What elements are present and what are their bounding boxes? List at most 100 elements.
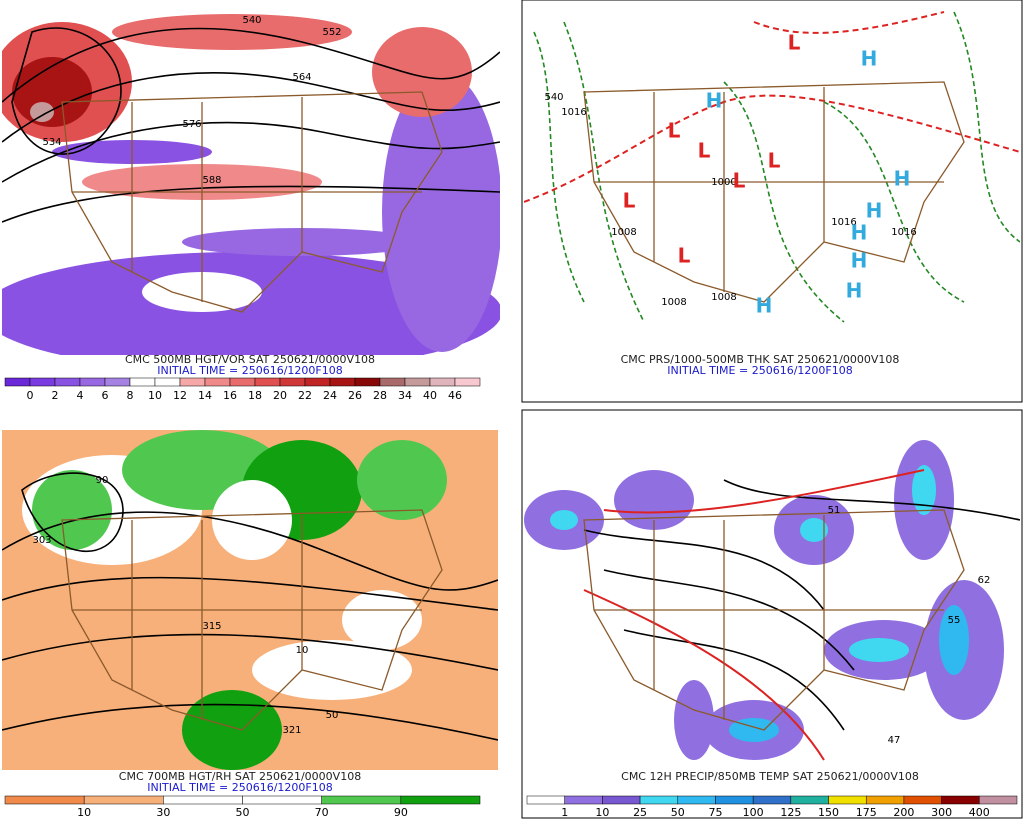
field-area	[550, 510, 578, 530]
pressure-center: L	[678, 244, 691, 268]
colorbar-box	[379, 377, 406, 387]
colorbar-box	[4, 377, 31, 387]
map-panel: 51 47 62 55	[524, 430, 1020, 770]
contour	[2, 576, 498, 611]
contour-label: 50	[326, 710, 339, 721]
pressure-center: H	[851, 249, 868, 273]
colorbar-box	[229, 377, 256, 387]
contour-label: 1016	[831, 217, 856, 228]
colorbar-label: 175	[856, 806, 877, 819]
colorbar-box	[54, 377, 81, 387]
pressure-center: L	[768, 149, 781, 173]
colorbar-box	[104, 377, 131, 387]
colorbar-label: 14	[198, 389, 212, 402]
field-area	[939, 605, 969, 675]
contour-label: 51	[828, 505, 841, 516]
colorbar-label: 400	[969, 806, 990, 819]
colorbar-box	[941, 795, 980, 805]
pressure-center: H	[894, 167, 911, 191]
contour-label: 1016	[561, 107, 586, 118]
colorbar-box	[903, 795, 942, 805]
colorbar-box	[79, 377, 106, 387]
contour-label: 303	[32, 535, 51, 546]
colorbar-box	[83, 795, 164, 805]
colorbar-box	[29, 377, 56, 387]
borders	[583, 81, 965, 303]
colorbar-label: 90	[394, 806, 408, 819]
contour-label: 90	[96, 475, 109, 486]
colorbar-label: 50	[671, 806, 685, 819]
colorbar-label: 18	[248, 389, 262, 402]
contour	[2, 121, 500, 183]
colorbar-label: 10	[595, 806, 609, 819]
field-area	[382, 72, 500, 352]
contour	[2, 27, 500, 103]
map-panel: 303 315 321 50 90 10	[2, 430, 498, 770]
contour	[2, 185, 500, 223]
borders	[61, 91, 443, 313]
colorbar-label: 50	[236, 806, 250, 819]
map-content: 552 540 564 576 588 534	[2, 12, 500, 355]
pressure-center: L	[788, 31, 801, 55]
colorbar-label: 30	[156, 806, 170, 819]
pressure-center: H	[866, 199, 883, 223]
contour-label: 564	[292, 72, 311, 83]
initial-time: INITIAL TIME = 250616/1200F108	[147, 781, 332, 794]
contour-label: 47	[888, 735, 901, 746]
contour	[21, 472, 124, 553]
colorbar-label: 8	[127, 389, 134, 402]
colorbar-label: 26	[348, 389, 362, 402]
contour-label: 576	[182, 119, 201, 130]
field-area	[800, 518, 828, 542]
colorbar-box	[526, 795, 565, 805]
colorbar-label: 70	[315, 806, 329, 819]
colorbar-box	[454, 377, 481, 387]
contour	[723, 81, 845, 323]
colorbar-box	[321, 795, 402, 805]
colorbar-box	[329, 377, 356, 387]
pressure-center: H	[846, 279, 863, 303]
contour-label: 540	[544, 92, 563, 103]
pressure-center: H	[756, 294, 773, 318]
contour-label: 534	[42, 137, 61, 148]
pressure-center: L	[623, 189, 636, 213]
initial-time: INITIAL TIME = 250616/1200F108	[157, 364, 342, 377]
colorbar-label: 10	[77, 806, 91, 819]
colorbar-label: 10	[148, 389, 162, 402]
colorbar-label: 125	[780, 806, 801, 819]
contour-label: 1000	[711, 177, 736, 188]
colorbar-box	[602, 795, 641, 805]
colorbar-box	[429, 377, 456, 387]
field-area	[372, 27, 472, 117]
contour	[723, 479, 1020, 521]
colorbar-label: 150	[818, 806, 839, 819]
colorbar-box	[752, 795, 792, 805]
field-area	[674, 680, 714, 760]
colorbar-box	[715, 795, 754, 805]
contour-label: 321	[282, 725, 301, 736]
colorbar-box	[254, 377, 281, 387]
caption: CMC 700MB HGT/RH SAT 250621/0000V108	[119, 770, 361, 783]
colorbar-box	[404, 377, 431, 387]
contour-label: 1016	[891, 227, 916, 238]
contour-label: 62	[978, 575, 991, 586]
colorbar-label: 0	[27, 389, 34, 402]
contour-label: 540	[242, 15, 261, 26]
colorbar-label: 20	[273, 389, 287, 402]
contour	[2, 633, 498, 671]
colorbar-box	[129, 377, 156, 387]
field-area	[912, 465, 936, 515]
caption: CMC PRS/1000-500MB THK SAT 250621/0000V1…	[621, 353, 900, 366]
colorbar-box	[979, 795, 1018, 805]
caption: CMC 500MB HGT/VOR SAT 250621/0000V108	[125, 353, 375, 366]
colorbar-box	[354, 377, 381, 387]
pressure-center: H	[851, 221, 868, 245]
colorbar-box	[865, 795, 905, 805]
colorbar-label: 24	[323, 389, 337, 402]
colorbar-label: 16	[223, 389, 237, 402]
contour-label: 1008	[711, 292, 736, 303]
colorbar-box	[790, 795, 829, 805]
contour-label: 55	[948, 615, 961, 626]
red-contour	[583, 589, 825, 761]
